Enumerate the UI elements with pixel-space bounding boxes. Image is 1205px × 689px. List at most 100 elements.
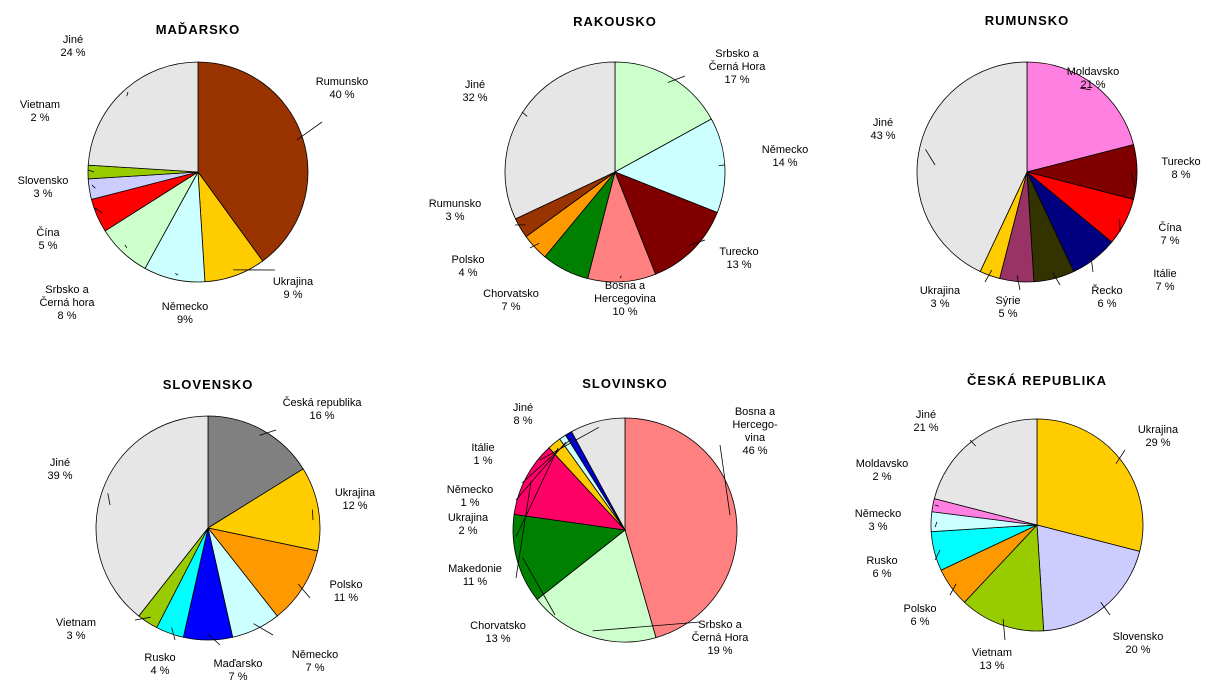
slice-label-line: 13 %: [979, 660, 1004, 672]
leader-line: [925, 149, 936, 166]
slice-label-line: Ukrajina: [920, 285, 961, 297]
leader-line: [934, 549, 941, 561]
leader-line: [515, 441, 567, 501]
slice-label-line: Ukrajina: [335, 487, 376, 499]
slice-label: Srbsko a Černá Hora 19 %: [692, 619, 750, 657]
leader-line: [688, 239, 706, 246]
leader-line: [718, 164, 726, 166]
slice-label-line: Turecko: [719, 246, 758, 258]
pie-chart-ceska-republika: ČESKÁ REPUBLIKA Ukrajina 29 % Slovensko 20 %…: [855, 373, 1179, 672]
slice-label-line: Hercego-: [732, 419, 778, 431]
slice-label-line: Jiné: [873, 117, 893, 129]
leader-line: [1100, 601, 1111, 616]
slice-label-line: Itálie: [1153, 268, 1176, 280]
slice-label: Německo 9%: [162, 301, 208, 326]
slice-label-line: Srbsko a: [698, 619, 742, 631]
leader-line: [522, 557, 556, 616]
slice-label-line: Moldavsko: [1067, 66, 1120, 78]
slice-label: Turecko 13 %: [719, 246, 758, 271]
slice-label-line: Srbsko a: [715, 48, 759, 60]
pie-slice-srbsko-a: [536, 529, 657, 643]
slice-label-line: Německo: [292, 649, 338, 661]
slice-label-line: 29 %: [1145, 437, 1170, 449]
slice-label-line: 16 %: [309, 410, 334, 422]
slice-label-line: 6 %: [911, 616, 930, 628]
slice-label: Polsko 4 %: [451, 254, 484, 279]
slice-label-line: Jiné: [50, 457, 70, 469]
slice-label-line: 13 %: [485, 633, 510, 645]
slice-label-line: Ukrajina: [1138, 424, 1179, 436]
slice-label-line: 21 %: [1080, 79, 1105, 91]
slice-label-line: 7 %: [1156, 281, 1175, 293]
slice-label-line: Polsko: [329, 579, 362, 591]
slice-label-line: 13 %: [726, 259, 751, 271]
leader-line: [969, 439, 976, 447]
slice-label-line: 6 %: [1098, 298, 1117, 310]
leader-line: [515, 480, 532, 579]
leader-line: [1090, 254, 1094, 273]
slice-label-line: vina: [745, 432, 766, 444]
slice-label: Rumunsko 3 %: [429, 198, 482, 223]
slice-label: Moldavsko 21 %: [1067, 66, 1120, 91]
pie-slice-jine: [87, 61, 199, 173]
slice-label: Vietnam 2 %: [20, 99, 60, 124]
leader-line: [91, 184, 96, 189]
pie-slice-moldavsko: [1026, 61, 1135, 173]
leader-line: [107, 493, 111, 506]
leader-line: [312, 509, 314, 521]
pie-slice-vietnam: [963, 524, 1045, 632]
slice-label-line: Vietnam: [20, 99, 60, 111]
slice-label-line: Slovensko: [1113, 631, 1164, 643]
leader-line: [592, 621, 701, 632]
slice-label-line: Turecko: [1161, 156, 1200, 168]
pie-slice-jine: [570, 417, 626, 531]
slice-label-line: Černá Hora: [692, 631, 750, 644]
chart-title: SLOVINSKO: [582, 376, 668, 391]
pie-slice-jine: [504, 61, 616, 220]
slice-label: Slovensko 3 %: [18, 175, 69, 200]
leader-line: [1002, 619, 1006, 641]
slice-label-line: Čína: [1158, 221, 1182, 234]
pie-slice-chorvatsko: [512, 513, 626, 601]
slice-label: Německo 7 %: [292, 649, 338, 674]
slice-label: Sýrie 5 %: [995, 295, 1020, 320]
leader-line: [949, 583, 957, 596]
slice-label-line: Bosna a: [605, 280, 646, 292]
slice-label-line: Slovensko: [18, 175, 69, 187]
slice-label-line: 9 %: [284, 289, 303, 301]
pie-slice-turecko: [614, 171, 718, 275]
slice-label-line: 24 %: [60, 47, 85, 59]
slice-label-line: Chorvatsko: [483, 288, 539, 300]
slice-label-line: Vietnam: [972, 647, 1012, 659]
chart-title: SLOVENSKO: [163, 377, 254, 392]
leader-line: [134, 616, 151, 621]
pie-chart-slovinsko: SLOVINSKO Bosna a Hercego-vina 46 % Srbsko a…: [447, 376, 778, 657]
slice-label-line: Srbsko a: [45, 284, 89, 296]
slice-label-line: Řecko: [1091, 284, 1122, 297]
slice-label-line: Německo: [855, 508, 901, 520]
slice-label-line: 11 %: [463, 576, 487, 588]
leader-line: [1115, 449, 1126, 464]
leader-line: [94, 207, 103, 214]
slice-label-line: 9%: [177, 314, 193, 326]
slice-label: Jiné 32 %: [462, 79, 487, 104]
pie-slice-ukrajina: [1036, 418, 1144, 552]
slice-label: Moldavsko 2 %: [856, 458, 909, 483]
slice-label-line: 20 %: [1125, 644, 1150, 656]
slice-label: Polsko 11 %: [329, 579, 362, 604]
slice-label: Itálie 7 %: [1153, 268, 1176, 293]
chart-title: RUMUNSKO: [985, 13, 1070, 28]
slice-label-line: 19 %: [707, 645, 732, 657]
slice-label-line: 3 %: [67, 630, 86, 642]
slice-label-line: Německo: [447, 484, 493, 496]
slice-label-line: Rusko: [866, 555, 897, 567]
slice-label: Jiné 21 %: [913, 409, 938, 434]
slice-label-line: Jiné: [465, 79, 485, 91]
slice-label: Chorvatsko 13 %: [470, 620, 526, 645]
slice-label-line: Bosna a: [735, 406, 776, 418]
slice-label-line: Čína: [36, 226, 60, 239]
pie-chart-madarsko: MAĎARSKO Rumunsko 40 % Ukrajina 9 % Německo 9%…: [18, 22, 369, 326]
leader-line: [521, 438, 572, 484]
